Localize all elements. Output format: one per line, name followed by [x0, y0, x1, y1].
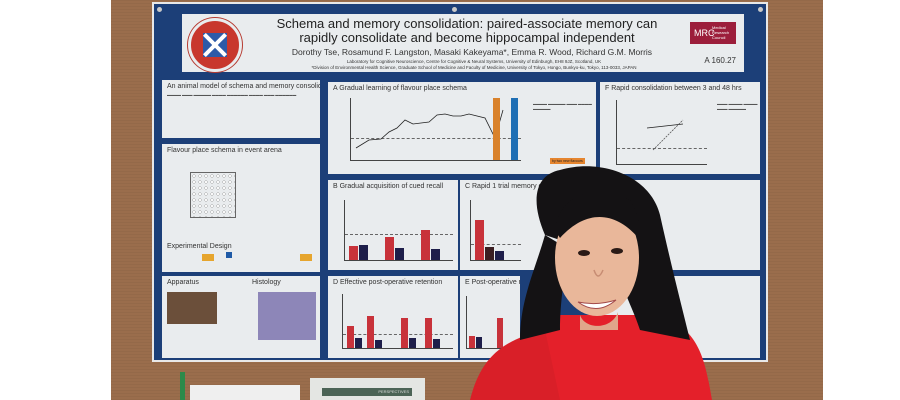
pin-icon	[157, 7, 162, 12]
panel-schema: Flavour place schema in event arena Expe…	[162, 144, 320, 272]
paper-sheet	[190, 385, 300, 400]
panel-f: F Rapid consolidation between 3 and 48 h…	[600, 82, 760, 174]
panel-a: A Gradual learning of flavour place sche…	[328, 82, 596, 174]
scientific-poster: Schema and memory consolidation: paired-…	[152, 2, 768, 362]
panel-apparatus: Apparatus Histology	[162, 276, 320, 358]
pin-icon	[452, 7, 457, 12]
poster-affiliation: Laboratory for Cognitive Neuroscience, C…	[311, 59, 637, 70]
poster-authors: Dorothy Tse, Rosamund F. Langston, Masak…	[291, 47, 653, 57]
panel-a-text: ▬▬▬▬ ▬▬▬▬▬ ▬▬▬ ▬▬▬▬ ▬▬▬▬▬	[533, 102, 592, 111]
poster-title: Schema and memory consolidation: paired-…	[276, 16, 658, 45]
chart-e	[466, 296, 517, 349]
poster-code: A 160.27	[704, 56, 736, 65]
chart-d	[342, 294, 453, 349]
poster-header: Schema and memory consolidation: paired-…	[182, 14, 744, 72]
mrc-logo: MRC Medical Research Council	[690, 22, 736, 44]
chart-f	[616, 100, 707, 165]
chart-c	[470, 200, 521, 261]
notice-card: PERSPECTIVES	[310, 378, 425, 400]
pin-icon	[758, 7, 763, 12]
chart-a	[350, 98, 521, 161]
highlight-text: by two new flavours	[550, 158, 585, 164]
university-crest-icon	[188, 18, 242, 72]
chart-b	[344, 200, 453, 261]
panel-intro: An animal model of schema and memory con…	[162, 80, 320, 138]
arena-diagram	[190, 172, 236, 218]
panel-d: D Effective post-operative retention	[328, 276, 458, 358]
panel-b: B Gradual acquisition of cued recall	[328, 180, 458, 270]
